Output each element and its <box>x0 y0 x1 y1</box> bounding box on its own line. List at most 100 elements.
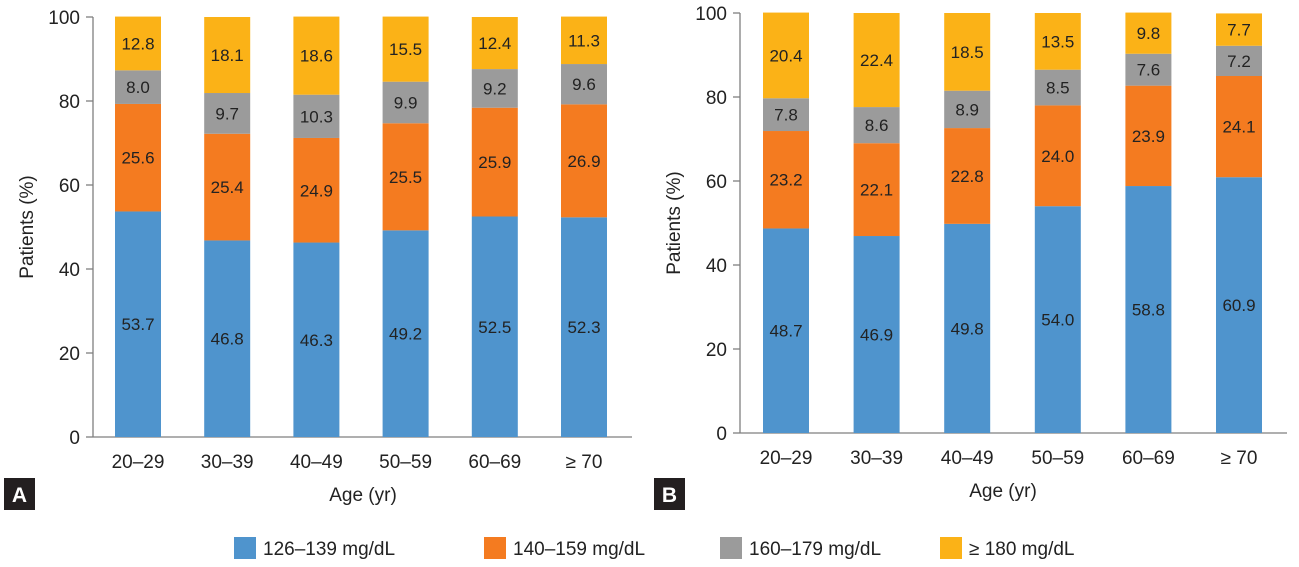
panel-b-x-tick-label: 30–39 <box>850 448 903 469</box>
panel-a-data-label: 49.2 <box>389 325 422 344</box>
panel-a-data-label: 53.7 <box>121 315 154 334</box>
panel-b-data-label: 18.5 <box>951 43 984 62</box>
panel-b-data-label: 7.2 <box>1227 52 1251 71</box>
panel-b-data-label: 23.2 <box>769 171 802 190</box>
panel-b-bar-segment <box>1125 186 1172 433</box>
panel-a-data-label: 46.8 <box>211 330 244 349</box>
panel-a-bar-segment <box>382 230 429 437</box>
legend-swatch <box>234 537 256 559</box>
panel-a-data-label: 18.1 <box>211 46 244 65</box>
panel-a-data-label: 9.7 <box>215 104 239 123</box>
panel-a-data-label: 25.4 <box>211 178 244 197</box>
panel-a-x-tick-label: 60–69 <box>468 452 521 473</box>
panel-a-bar-segment <box>471 17 518 70</box>
panel-b-data-label: 49.8 <box>951 319 984 338</box>
panel-b-data-label: 8.5 <box>1046 79 1070 98</box>
panel-b-bar-segment <box>1034 206 1081 433</box>
panel-b-bar-segment <box>1034 13 1081 70</box>
panel-b-data-label: 20.4 <box>769 46 802 65</box>
panel-b-bar-segment <box>944 128 991 224</box>
panel-a-bar-segment <box>293 137 340 243</box>
panel-a-data-label: 52.5 <box>478 318 511 337</box>
panel-b-data-label: 8.6 <box>865 116 889 135</box>
panel-a-data-label: 12.4 <box>478 34 511 53</box>
panel-b-data-label: 22.4 <box>860 51 893 70</box>
panel-b-x-tick-label: 20–29 <box>760 448 813 469</box>
panel-b-bar-segment <box>1216 13 1262 46</box>
panel-b-data-label: 13.5 <box>1041 32 1074 51</box>
panel-a-data-label: 52.3 <box>567 318 600 337</box>
panel-a-bar-segment <box>204 240 251 437</box>
panel-b-data-label: 7.8 <box>774 106 798 125</box>
panel-b-bar-segment <box>853 236 900 433</box>
panel-a-letter: A <box>12 484 27 507</box>
panel-b-bar-segment <box>763 228 809 433</box>
panel-b-bar-segment <box>944 13 991 91</box>
panel-b-x-tick-label: ≥ 70 <box>1221 448 1258 469</box>
panel-b-data-label: 46.9 <box>860 326 893 345</box>
panel-a-bar-segment <box>115 211 161 437</box>
panel-b-bar-segment <box>1125 12 1172 54</box>
panel-a-bar-segment <box>293 242 340 437</box>
panel-b-bar-segment <box>763 12 809 99</box>
panel-b-data-label: 24.0 <box>1041 147 1074 166</box>
panel-a-y-tick-label: 0 <box>69 428 80 449</box>
panel-a-bar-segment <box>204 133 251 241</box>
panel-b-letter: B <box>662 484 677 507</box>
panel-a-data-label: 46.3 <box>300 331 333 350</box>
panel-a-data-label: 12.8 <box>121 34 154 53</box>
panel-a-x-tick-label: 40–49 <box>290 452 343 473</box>
panel-b-bar-segment <box>944 223 991 433</box>
legend-label: ≥ 180 mg/dL <box>969 539 1075 560</box>
panel-a-bar-segment <box>382 123 429 231</box>
panel-b-data-label: 8.9 <box>955 100 979 119</box>
panel-b-y-tick-label: 20 <box>706 340 727 361</box>
panel-b-bar-segment <box>853 107 900 144</box>
panel-b-data-label: 22.8 <box>951 167 984 186</box>
panel-b-bar-segment <box>763 131 809 229</box>
panel-a-data-label: 25.5 <box>389 168 422 187</box>
panel-b-y-tick-label: 0 <box>716 424 727 445</box>
legend-label: 140–159 mg/dL <box>513 539 645 560</box>
panel-a-bar-segment <box>204 93 251 134</box>
panel-b-y-tick-label: 60 <box>706 172 727 193</box>
panel-a-data-label: 18.6 <box>300 47 333 66</box>
panel-b-x-tick-label: 60–69 <box>1122 448 1175 469</box>
panel-a-data-label: 25.6 <box>121 149 154 168</box>
panel-a-data-label: 8.0 <box>126 78 150 97</box>
panel-b-data-label: 7.6 <box>1137 61 1161 80</box>
panel-a-x-tick-label: 50–59 <box>379 452 432 473</box>
panel-a-y-tick-label: 80 <box>59 92 80 113</box>
panel-a-bar-segment <box>204 17 251 94</box>
panel-a-data-label: 9.6 <box>572 75 596 94</box>
panel-a-bar-segment <box>115 16 161 71</box>
panel-a-letter-badge <box>4 478 35 510</box>
panel-a-y-tick-label: 60 <box>59 176 80 197</box>
panel-a-bar-segment <box>115 103 161 212</box>
panel-b-data-label: 58.8 <box>1132 301 1165 320</box>
panel-a-y-axis-title: Patients (%) <box>17 175 38 278</box>
panel-a-bar-segment <box>561 104 607 218</box>
panel-b-y-tick-label: 100 <box>695 4 727 25</box>
panel-b-x-axis-title: Age (yr) <box>969 481 1037 502</box>
panel-a-bar-segment <box>561 16 607 65</box>
panel-b-bar-segment <box>763 98 809 132</box>
panel-a-data-label: 26.9 <box>567 152 600 171</box>
legend-swatch <box>720 537 742 559</box>
panel-a-data-label: 11.3 <box>568 31 600 50</box>
panel-b-bar-segment <box>1216 76 1262 178</box>
panel-a-x-tick-label: 20–29 <box>112 452 165 473</box>
panel-b-bar-segment <box>1034 105 1081 207</box>
panel-a-bar-segment <box>561 64 607 105</box>
panel-b-data-label: 9.8 <box>1137 24 1161 43</box>
panel-a-bar-segment <box>382 16 429 82</box>
panel-b-data-label: 23.9 <box>1132 127 1165 146</box>
panel-b-y-tick-label: 40 <box>706 256 727 277</box>
panel-b-bar-segment <box>1034 69 1081 106</box>
panel-b-bar-segment <box>1216 177 1262 433</box>
panel-b-data-label: 24.1 <box>1222 118 1255 137</box>
panel-b-data-label: 7.7 <box>1227 21 1251 40</box>
panel-a-data-label: 9.9 <box>394 93 418 112</box>
legend-label: 160–179 mg/dL <box>749 539 881 560</box>
